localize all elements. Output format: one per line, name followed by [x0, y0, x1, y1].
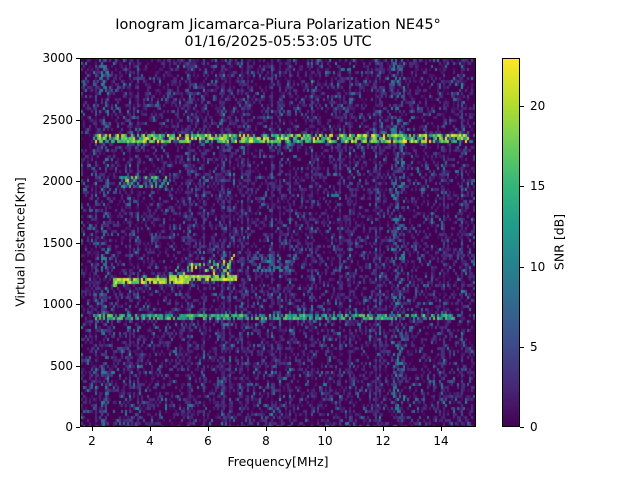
- colorbar-tick-label: 10: [530, 260, 546, 274]
- colorbar-tick-label: 20: [530, 99, 546, 113]
- ionogram-plot-area: [80, 58, 476, 427]
- y-tick-label: 2500: [42, 113, 73, 127]
- colorbar-tick-label: 5: [530, 340, 538, 354]
- x-tick-label: 4: [146, 434, 154, 448]
- chart-subtitle-timestamp: 01/16/2025-05:53:05 UTC: [184, 34, 372, 50]
- x-tick-mark: [208, 427, 209, 431]
- colorbar-tick-mark: [520, 106, 524, 107]
- x-tick-label: 12: [375, 434, 391, 448]
- y-axis-label: Virtual Distance[Km]: [12, 177, 28, 307]
- x-tick-label: 8: [262, 434, 270, 448]
- y-tick-mark: [76, 58, 80, 59]
- x-axis-label: Frequency[MHz]: [227, 454, 329, 469]
- colorbar-tick-mark: [520, 347, 524, 348]
- x-tick-mark: [150, 427, 151, 431]
- x-tick-mark: [383, 427, 384, 431]
- colorbar-label: SNR [dB]: [551, 213, 567, 271]
- y-tick-label: 500: [50, 359, 73, 373]
- y-tick-mark: [76, 366, 80, 367]
- x-tick-label: 14: [433, 434, 449, 448]
- y-tick-mark: [76, 120, 80, 121]
- x-tick-mark: [266, 427, 267, 431]
- y-tick-label: 1000: [42, 297, 73, 311]
- y-tick-label: 1500: [42, 236, 73, 250]
- y-tick-label: 3000: [42, 51, 73, 65]
- x-tick-label: 6: [204, 434, 212, 448]
- colorbar-tick-mark: [520, 267, 524, 268]
- x-tick-mark: [92, 427, 93, 431]
- y-tick-label: 2000: [42, 174, 73, 188]
- ionogram-heatmap: [81, 59, 475, 426]
- y-tick-mark: [76, 304, 80, 305]
- colorbar-tick-label: 0: [530, 420, 538, 434]
- y-tick-label: 0: [65, 420, 73, 434]
- x-tick-mark: [441, 427, 442, 431]
- y-tick-mark: [76, 427, 80, 428]
- x-tick-label: 2: [88, 434, 96, 448]
- colorbar-tick-mark: [520, 186, 524, 187]
- x-tick-label: 10: [317, 434, 333, 448]
- chart-title: Ionogram Jicamarca-Piura Polarization NE…: [115, 17, 441, 33]
- y-tick-mark: [76, 181, 80, 182]
- colorbar: [502, 58, 520, 427]
- x-tick-mark: [325, 427, 326, 431]
- colorbar-tick-label: 15: [530, 179, 546, 193]
- colorbar-tick-mark: [520, 427, 524, 428]
- y-tick-mark: [76, 243, 80, 244]
